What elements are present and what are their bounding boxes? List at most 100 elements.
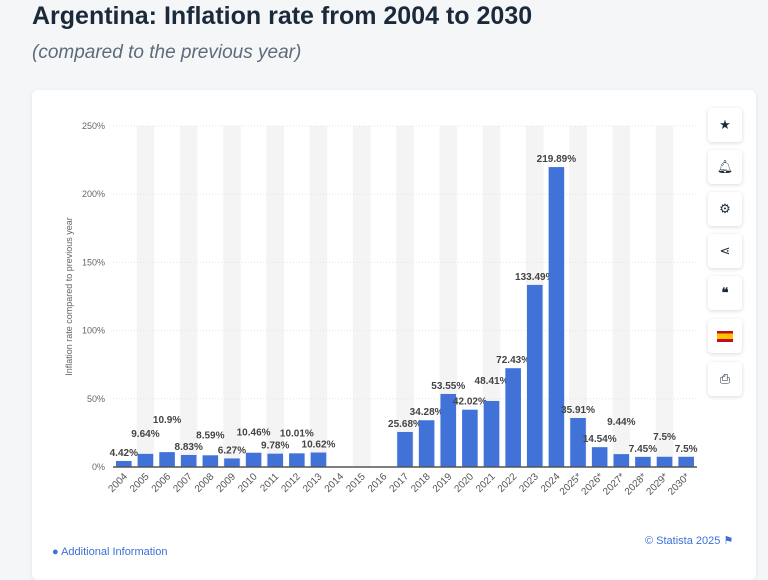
data-label: 42.02% [453,397,487,408]
x-tick-label: 2023 [517,471,541,495]
data-label: 35.91% [561,405,595,416]
column-stripe [223,126,241,467]
bar-chart: 0% 50% 100% 150% 200% 250% Inflation rate comp… [64,121,698,498]
share-button[interactable]: ⋖ [708,234,742,268]
column-stripe [266,126,285,467]
x-tick-label: 2028* [623,471,649,497]
data-label: 6.27% [218,445,246,456]
bar [656,456,673,467]
quote-icon: ❝ [721,285,729,300]
data-label: 9.64% [131,429,159,440]
data-label: 53.55% [431,381,465,392]
additional-text: Additional Information [61,546,168,558]
y-tick-label: 150% [82,257,105,267]
bar [245,452,262,467]
x-tick-label: 2005 [128,471,152,495]
credit-text: © Statista 2025 [645,535,721,547]
column-stripe [179,126,198,467]
column-stripe [136,126,155,467]
page-title: Argentina: Inflation rate from 2004 to 2… [32,2,533,30]
y-tick-label: 50% [87,394,105,404]
x-tick-label: 2012 [279,471,303,495]
data-label: 10.62% [302,440,336,451]
bar [526,284,543,467]
column-stripe [655,126,674,467]
data-label: 7.45% [629,444,657,455]
x-tick-label: 2026* [580,471,606,497]
x-tick-label: 2010 [236,471,260,495]
settings-button[interactable]: ⚙ [708,192,742,226]
y-tick-label: 200% [82,189,105,199]
bar [397,431,413,467]
data-label: 10.46% [237,428,271,439]
column-stripe [612,126,631,467]
bar [548,167,565,467]
cite-button[interactable]: ❝ [708,276,742,310]
data-label: 8.83% [175,442,203,453]
x-tick-label: 2030* [666,471,692,497]
statista-credit-link[interactable]: © Statista 2025 ⚑ [645,534,733,547]
column-stripe [309,126,328,467]
x-tick-label: 2015 [344,471,368,495]
column-stripe [396,126,414,467]
share-icon: ⋖ [719,243,731,258]
column-stripe [439,126,458,467]
data-label: 7.5% [653,432,676,443]
page-subtitle: (compared to the previous year) [32,42,302,63]
x-tick-label: 2014 [323,471,347,495]
star-button[interactable]: ★ [708,108,742,142]
bar [137,453,154,467]
data-label: 10.01% [280,428,314,439]
language-button[interactable] [708,319,742,353]
x-tick-label: 2018 [409,471,433,495]
x-tick-label: 2008 [193,471,217,495]
x-tick-label: 2016 [366,471,390,495]
y-axis-label: Inflation rate compared to previous year [64,217,74,376]
data-label: 14.54% [583,434,617,445]
x-tick-label: 2017 [388,471,412,495]
data-label: 9.44% [607,417,635,428]
data-label: 34.28% [410,407,444,418]
x-tick-label: 2013 [301,471,325,495]
bar [505,368,521,467]
bar [462,409,478,467]
flag-spain-icon [717,330,733,342]
bar [635,456,651,467]
bar [202,455,219,467]
x-tick-label: 2020 [452,471,476,495]
data-label: 9.78% [261,441,289,452]
data-label: 48.41% [475,376,509,387]
x-tick-label: 2021 [474,471,498,495]
print-icon: ⎙ [719,371,731,386]
bar [591,447,608,467]
y-tick-label: 100% [82,326,105,336]
y-tick-label: 0% [92,462,105,472]
print-button[interactable]: ⎙ [708,362,742,396]
data-label: 219.89% [537,154,577,165]
data-label: 133.49% [515,272,555,283]
x-tick-label: 2029* [644,471,670,497]
bar [289,453,305,467]
data-label: 8.59% [196,430,224,441]
bar [483,400,500,467]
bell-icon: 🔔︎ [716,159,734,174]
data-label: 25.68% [388,419,422,430]
flag-icon: ⚑ [723,535,734,547]
column-stripe [352,126,371,467]
notification-button[interactable]: 🔔︎ [708,150,742,184]
data-label: 72.43% [496,355,530,366]
info-icon: ● [52,546,62,558]
column-stripe [482,126,501,467]
bar [159,452,175,467]
bar [440,393,457,467]
bar [678,456,694,467]
additional-information-link[interactable]: ● Additional Information [52,546,168,558]
data-label: 4.42% [110,448,138,459]
gear-icon: ⚙ [719,201,731,216]
bar [418,420,435,467]
bar [613,454,630,467]
bar [267,453,284,467]
bar [180,454,197,467]
x-tick-label: 2009 [215,471,239,495]
x-tick-label: 2004 [106,471,130,495]
